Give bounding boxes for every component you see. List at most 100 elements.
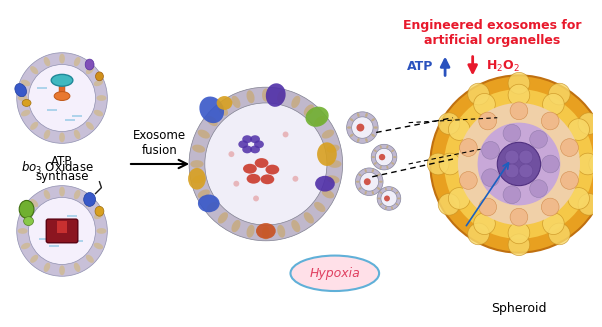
- Circle shape: [28, 198, 96, 265]
- Text: H$_2$O$_2$: H$_2$O$_2$: [486, 59, 520, 74]
- Ellipse shape: [197, 129, 210, 139]
- Ellipse shape: [188, 168, 206, 190]
- Text: $bo_3$ Oxidase: $bo_3$ Oxidase: [20, 160, 93, 176]
- Ellipse shape: [59, 132, 65, 142]
- Ellipse shape: [277, 225, 285, 238]
- Circle shape: [234, 181, 239, 187]
- Ellipse shape: [397, 198, 400, 199]
- Ellipse shape: [96, 95, 107, 101]
- Circle shape: [541, 198, 559, 216]
- Bar: [49, 245, 59, 247]
- Ellipse shape: [74, 263, 81, 272]
- Ellipse shape: [371, 118, 375, 121]
- Ellipse shape: [59, 266, 65, 275]
- Circle shape: [459, 139, 477, 156]
- Circle shape: [477, 123, 560, 205]
- Circle shape: [548, 223, 570, 245]
- Ellipse shape: [94, 213, 103, 219]
- Ellipse shape: [322, 129, 334, 139]
- Wedge shape: [377, 187, 401, 210]
- Ellipse shape: [74, 57, 81, 66]
- Ellipse shape: [17, 95, 28, 101]
- Bar: [72, 115, 82, 117]
- Ellipse shape: [379, 203, 382, 205]
- Circle shape: [205, 103, 327, 225]
- Ellipse shape: [19, 200, 34, 218]
- Ellipse shape: [231, 220, 240, 232]
- Circle shape: [356, 124, 364, 131]
- Wedge shape: [371, 144, 397, 170]
- Circle shape: [542, 155, 559, 173]
- Ellipse shape: [326, 175, 340, 183]
- Ellipse shape: [199, 96, 224, 123]
- Ellipse shape: [393, 156, 397, 158]
- Circle shape: [468, 83, 489, 105]
- Ellipse shape: [17, 228, 28, 234]
- Ellipse shape: [54, 92, 70, 100]
- Ellipse shape: [94, 80, 103, 86]
- Circle shape: [448, 119, 470, 140]
- Bar: [59, 80, 65, 94]
- Ellipse shape: [206, 116, 218, 126]
- Circle shape: [375, 148, 393, 166]
- Ellipse shape: [265, 165, 279, 175]
- Ellipse shape: [30, 66, 39, 74]
- Ellipse shape: [30, 255, 39, 263]
- Circle shape: [503, 124, 521, 142]
- Ellipse shape: [317, 142, 337, 166]
- Ellipse shape: [315, 176, 335, 192]
- Ellipse shape: [44, 130, 50, 139]
- Ellipse shape: [198, 195, 220, 212]
- Circle shape: [379, 154, 385, 160]
- Ellipse shape: [84, 193, 96, 206]
- Ellipse shape: [218, 104, 228, 116]
- Ellipse shape: [23, 217, 34, 226]
- Circle shape: [479, 198, 497, 216]
- Ellipse shape: [314, 116, 326, 126]
- Ellipse shape: [15, 84, 26, 97]
- Ellipse shape: [242, 135, 252, 143]
- Ellipse shape: [377, 198, 380, 199]
- Ellipse shape: [44, 190, 50, 199]
- Ellipse shape: [350, 118, 353, 121]
- Ellipse shape: [396, 203, 399, 205]
- Circle shape: [508, 84, 530, 106]
- Circle shape: [530, 180, 547, 198]
- Ellipse shape: [391, 149, 394, 152]
- Ellipse shape: [190, 160, 203, 168]
- Ellipse shape: [51, 74, 73, 86]
- Ellipse shape: [364, 169, 367, 173]
- Ellipse shape: [374, 149, 377, 152]
- Ellipse shape: [377, 187, 380, 190]
- Ellipse shape: [96, 72, 104, 81]
- Ellipse shape: [371, 169, 374, 173]
- Text: Hypoxia: Hypoxia: [309, 267, 360, 280]
- Ellipse shape: [391, 162, 394, 165]
- Circle shape: [458, 103, 580, 225]
- Circle shape: [542, 94, 564, 115]
- Ellipse shape: [380, 145, 382, 148]
- Ellipse shape: [380, 166, 382, 169]
- Ellipse shape: [374, 162, 377, 165]
- Ellipse shape: [256, 223, 276, 239]
- Bar: [57, 221, 67, 233]
- Ellipse shape: [192, 175, 205, 183]
- Ellipse shape: [266, 83, 285, 107]
- Circle shape: [510, 208, 528, 226]
- Circle shape: [444, 89, 594, 239]
- Circle shape: [497, 142, 541, 186]
- Ellipse shape: [371, 191, 374, 195]
- Ellipse shape: [243, 164, 257, 174]
- Ellipse shape: [217, 96, 232, 110]
- Ellipse shape: [242, 146, 252, 153]
- Ellipse shape: [365, 138, 368, 142]
- Ellipse shape: [250, 135, 260, 143]
- Ellipse shape: [95, 206, 104, 216]
- Ellipse shape: [44, 57, 50, 66]
- Circle shape: [360, 172, 379, 191]
- Wedge shape: [347, 112, 378, 143]
- Circle shape: [427, 153, 449, 175]
- Circle shape: [519, 150, 533, 164]
- Circle shape: [541, 112, 559, 130]
- Ellipse shape: [305, 107, 329, 127]
